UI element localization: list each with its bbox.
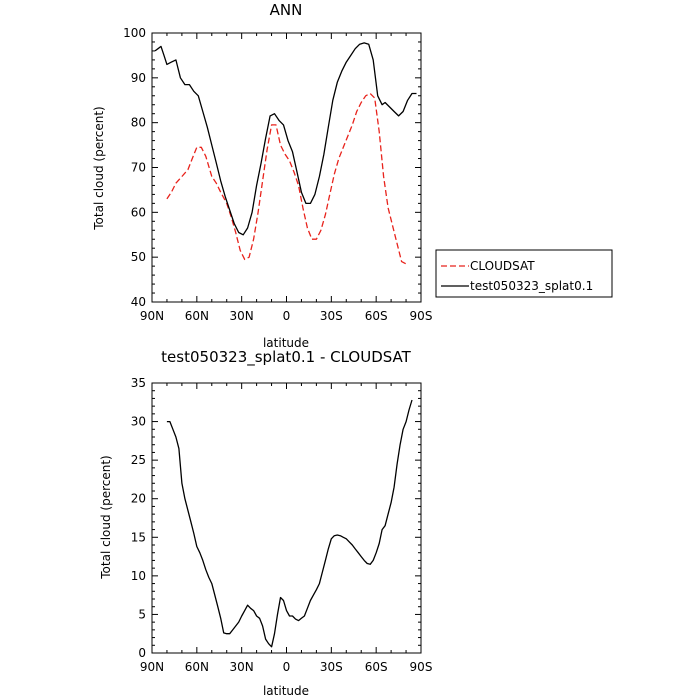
x-tick-label: 60S: [365, 660, 388, 674]
y-axis-label: Total cloud (percent): [99, 455, 113, 579]
chart-difference-total-cloud: test050323_splat0.1 - CLOUDSAT latitude …: [99, 348, 432, 698]
y-tick-label: 90: [131, 71, 146, 85]
y-tick-label: 0: [138, 646, 146, 660]
y-tick-label: 15: [131, 530, 146, 544]
x-axis-label: latitude: [263, 684, 309, 698]
y-tick-label: 100: [123, 26, 146, 40]
x-tick-label: 90S: [410, 660, 433, 674]
legend-label: test050323_splat0.1: [470, 279, 593, 293]
y-tick-label: 20: [131, 492, 146, 506]
chart-annual-total-cloud: ANN latitude Total cloud (percent) 90N 60…: [92, 1, 432, 350]
chart-title: test050323_splat0.1 - CLOUDSAT: [161, 348, 411, 367]
x-tick-label: 90N: [140, 309, 164, 323]
x-tick-label: 0: [283, 660, 291, 674]
legend: CLOUDSAT test050323_splat0.1: [435, 249, 613, 298]
plot-frame: [151, 32, 422, 303]
x-tick-label: 30N: [230, 660, 254, 674]
x-tick-label: 0: [283, 309, 291, 323]
y-tick-label: 25: [131, 453, 146, 467]
y-tick-label: 40: [131, 295, 146, 309]
x-tick-label: 60N: [185, 309, 209, 323]
y-tick-label: 70: [131, 161, 146, 175]
y-tick-label: 10: [131, 569, 146, 583]
series-line-1: [154, 42, 417, 236]
x-tick-label: 60N: [185, 660, 209, 674]
y-tick-label: 60: [131, 205, 146, 219]
legend-box: [435, 249, 613, 298]
y-tick-label: 30: [131, 415, 146, 429]
x-tick-label: 90S: [410, 309, 433, 323]
y-tick-label: 50: [131, 250, 146, 264]
y-axis-label: Total cloud (percent): [92, 106, 106, 230]
series-line-0: [166, 92, 407, 265]
x-tick-label: 90N: [140, 660, 164, 674]
plot-frame: [151, 382, 422, 654]
legend-label: CLOUDSAT: [470, 259, 535, 273]
y-tick-label: 35: [131, 376, 146, 390]
x-tick-label: 60S: [365, 309, 388, 323]
y-tick-label: 80: [131, 116, 146, 130]
x-axis-label: latitude: [263, 336, 309, 350]
x-tick-label: 30N: [230, 309, 254, 323]
x-tick-label: 30S: [320, 309, 343, 323]
x-tick-label: 30S: [320, 660, 343, 674]
y-tick-label: 5: [138, 607, 146, 621]
chart-title: ANN: [270, 1, 303, 19]
series-line-0: [166, 399, 413, 648]
